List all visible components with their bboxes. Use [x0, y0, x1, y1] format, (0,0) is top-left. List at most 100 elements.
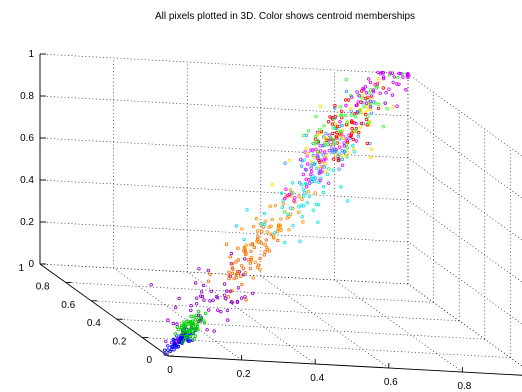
data-point: [331, 126, 336, 130]
side-wall-grid-line: [407, 283, 522, 367]
data-point: [241, 266, 245, 271]
data-point: [340, 163, 345, 167]
data-point: [283, 240, 287, 245]
tick-label: 0.2: [20, 217, 34, 228]
data-point: [264, 238, 268, 242]
data-point: [318, 170, 322, 174]
data-point: [212, 329, 216, 333]
data-point: [286, 212, 290, 217]
data-point: [287, 227, 291, 232]
data-point: [193, 334, 197, 338]
data-point: [356, 134, 360, 138]
data-point: [369, 155, 373, 160]
data-point: [318, 104, 323, 108]
data-point: [352, 149, 356, 154]
data-point: [208, 272, 212, 277]
data-point: [345, 153, 349, 158]
tick-label: 0.2: [112, 337, 126, 348]
data-point: [166, 348, 170, 352]
data-point: [188, 321, 192, 325]
data-point: [314, 140, 318, 144]
data-point: [180, 332, 184, 336]
data-point: [279, 228, 283, 232]
data-point: [236, 258, 240, 262]
data-point: [363, 110, 368, 115]
data-point: [206, 279, 211, 283]
floor-grid-line: [142, 337, 511, 358]
data-point: [234, 272, 238, 276]
data-point: [293, 196, 297, 200]
data-point: [291, 206, 295, 211]
data-point: [194, 296, 199, 300]
data-point: [367, 121, 371, 125]
data-point: [236, 246, 240, 250]
data-point: [318, 160, 322, 164]
side-wall-grid-line: [407, 115, 522, 199]
data-point: [251, 291, 255, 296]
data-point: [365, 123, 369, 127]
data-point: [373, 101, 377, 105]
data-point: [189, 327, 193, 331]
data-point: [350, 95, 354, 99]
data-point: [194, 302, 199, 306]
data-point: [169, 340, 174, 345]
data-point: [333, 115, 338, 119]
data-point: [366, 95, 370, 99]
data-point: [312, 155, 316, 159]
data-point: [291, 191, 295, 195]
data-point: [203, 311, 208, 315]
data-point: [314, 166, 319, 171]
data-point: [280, 191, 284, 195]
data-point: [263, 250, 267, 254]
x-axis-line: [167, 355, 522, 376]
data-point: [319, 129, 324, 134]
data-point: [339, 154, 344, 158]
data-point: [300, 197, 304, 201]
data-point: [244, 298, 248, 302]
data-point: [249, 255, 254, 260]
data-point: [171, 321, 175, 326]
data-point: [252, 245, 257, 250]
data-point: [337, 134, 341, 139]
data-point: [193, 324, 198, 328]
data-point: [235, 269, 240, 274]
data-point: [273, 231, 277, 235]
data-point: [336, 155, 340, 159]
data-point: [193, 318, 198, 322]
data-point: [196, 309, 201, 314]
data-point: [304, 181, 308, 186]
data-point: [330, 117, 335, 121]
data-point: [276, 227, 280, 231]
data-point: [177, 337, 182, 341]
data-point: [360, 96, 364, 100]
data-point: [162, 348, 167, 352]
data-point: [366, 108, 370, 112]
data-point: [313, 179, 317, 184]
data-point: [226, 318, 230, 322]
data-point: [305, 201, 309, 205]
data-point: [309, 163, 314, 168]
tick-label: 1: [18, 263, 24, 274]
data-point: [317, 165, 322, 169]
floor-grid-line: [65, 282, 434, 303]
data-point: [191, 331, 196, 335]
data-point: [336, 156, 341, 161]
data-point: [350, 113, 354, 117]
data-point: [338, 120, 342, 124]
tick-label: 0: [28, 259, 34, 270]
data-point: [283, 161, 287, 165]
data-point: [320, 144, 325, 148]
data-point: [322, 124, 326, 128]
data-point: [369, 94, 374, 98]
data-point: [342, 141, 346, 145]
data-point: [310, 160, 314, 164]
data-point: [377, 77, 381, 81]
data-point: [344, 142, 349, 147]
data-point: [281, 201, 285, 206]
data-point: [322, 157, 326, 161]
data-point: [199, 290, 204, 294]
data-point: [297, 205, 301, 209]
data-point: [404, 87, 408, 92]
data-point: [339, 129, 343, 134]
data-point: [333, 152, 338, 157]
